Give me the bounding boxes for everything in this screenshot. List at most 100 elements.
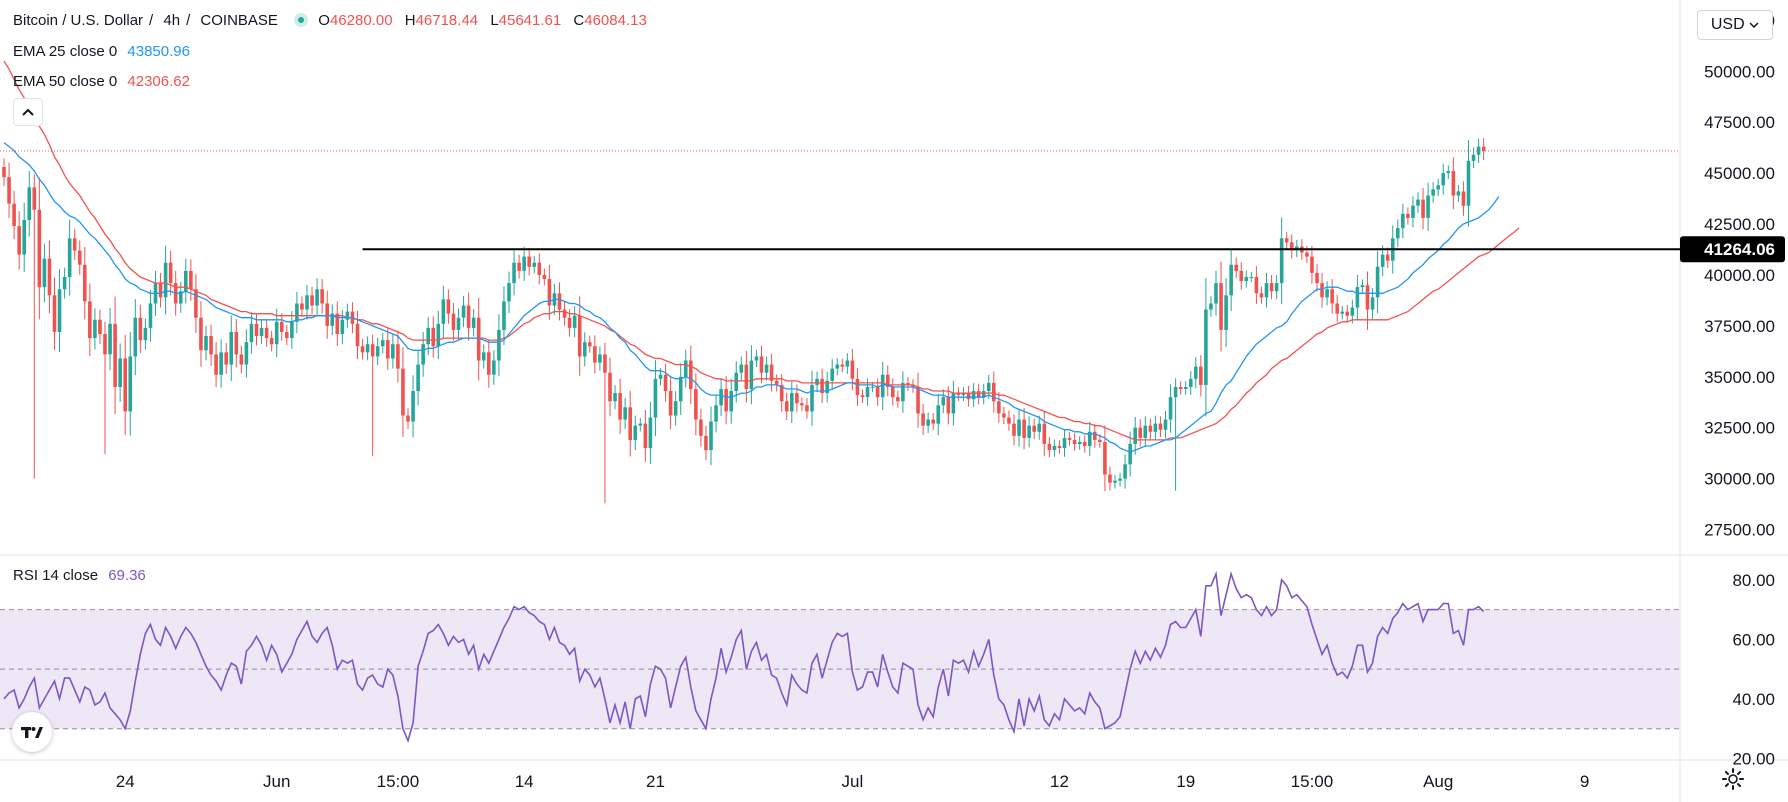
candle-body — [285, 331, 289, 339]
price-axis-label: 35000.00 — [1704, 368, 1775, 387]
candle — [279, 313, 284, 341]
tradingview-logo[interactable] — [12, 712, 52, 752]
candle — [67, 219, 72, 296]
candle — [1234, 257, 1238, 279]
candle — [542, 268, 547, 286]
candle-body — [1098, 439, 1102, 442]
candle-body — [234, 331, 239, 355]
candle — [749, 345, 754, 405]
high-value: 46718.44 — [415, 12, 479, 29]
currency-select[interactable]: USD — [1697, 10, 1773, 40]
candle — [784, 392, 789, 421]
candle — [1436, 178, 1440, 196]
candle — [1158, 416, 1163, 437]
candle — [386, 328, 390, 370]
candle — [1082, 435, 1087, 453]
candle-body — [355, 323, 360, 347]
candle-body — [98, 319, 102, 335]
candle-body — [774, 380, 779, 385]
candle-body — [668, 391, 673, 416]
candle-body — [885, 374, 890, 387]
candle-body — [1471, 154, 1476, 161]
candle — [239, 345, 244, 374]
candle — [527, 247, 531, 276]
candle-body — [699, 419, 703, 436]
candle-body — [1355, 287, 1360, 308]
candle — [557, 282, 562, 321]
candle — [1421, 188, 1425, 230]
candle-body — [926, 419, 930, 426]
candle — [997, 391, 1001, 423]
candle — [158, 273, 163, 308]
candle — [1163, 410, 1168, 439]
candle-body — [744, 364, 749, 390]
candle — [52, 277, 57, 350]
ema50-legend[interactable]: EMA 50 close 0 42306.62 — [13, 73, 196, 90]
candle — [1310, 245, 1314, 284]
candle — [931, 413, 935, 431]
candle-body — [729, 391, 733, 412]
candle-body — [1199, 366, 1203, 385]
candle — [163, 245, 168, 315]
candle-body — [1224, 295, 1228, 330]
candle-body — [416, 364, 420, 392]
symbol-name[interactable]: Bitcoin / U.S. Dollar — [13, 12, 144, 29]
candle-body — [128, 356, 133, 412]
candle — [613, 385, 617, 410]
collapse-legend-button[interactable] — [13, 98, 43, 126]
candle — [1461, 181, 1466, 216]
candle — [497, 314, 501, 377]
candle-body — [1310, 256, 1314, 273]
candle — [1416, 192, 1420, 213]
exchange-label: COINBASE — [200, 12, 278, 29]
candle — [1431, 182, 1435, 203]
candle — [1194, 357, 1198, 389]
settings-button[interactable] — [1720, 766, 1746, 792]
candle — [1259, 286, 1264, 304]
candle — [431, 316, 436, 358]
exchange-sep: / — [186, 12, 191, 29]
candle-body — [476, 317, 481, 361]
candle-body — [431, 327, 436, 347]
candle — [1214, 270, 1218, 316]
candle-body — [1436, 185, 1440, 190]
candle — [1335, 294, 1339, 323]
horizontal-line-label: 41264.06 — [1704, 240, 1775, 259]
candle — [906, 377, 910, 391]
candle — [269, 330, 274, 352]
currency-label: USD — [1710, 16, 1745, 33]
candle-body — [971, 391, 976, 400]
candle — [1037, 415, 1042, 440]
candle — [1476, 138, 1481, 163]
price-axis-label: 50000.00 — [1704, 62, 1775, 81]
candle — [689, 345, 693, 405]
candle-body — [865, 386, 870, 398]
time-axis-label: Aug — [1423, 772, 1453, 791]
price-axis-label: 42500.00 — [1704, 215, 1775, 234]
candle — [1375, 251, 1380, 314]
interval-label[interactable]: 4h — [163, 12, 181, 29]
candle — [300, 296, 304, 317]
market-status-icon[interactable] — [294, 13, 309, 27]
candle-body — [229, 331, 234, 365]
candle-body — [279, 321, 284, 332]
rsi-legend[interactable]: RSI 14 close 69.36 — [13, 567, 146, 584]
candle-body — [603, 354, 607, 373]
candle-body — [1123, 464, 1127, 479]
candle — [966, 385, 971, 407]
candle — [855, 368, 860, 406]
symbol-legend: Bitcoin / U.S. Dollar / 4h / COINBASE O462… — [13, 12, 655, 29]
candle-body — [1067, 437, 1072, 440]
candle — [1057, 440, 1062, 454]
ema25-legend[interactable]: EMA 25 close 0 43850.96 — [13, 43, 196, 60]
candle-body — [567, 317, 572, 328]
rsi-value: 69.36 — [108, 567, 146, 584]
candle — [27, 170, 32, 237]
candle-body — [613, 393, 617, 402]
candle-body — [593, 346, 597, 363]
candle-body — [936, 405, 941, 424]
candle — [992, 371, 996, 413]
candle — [1274, 275, 1279, 300]
